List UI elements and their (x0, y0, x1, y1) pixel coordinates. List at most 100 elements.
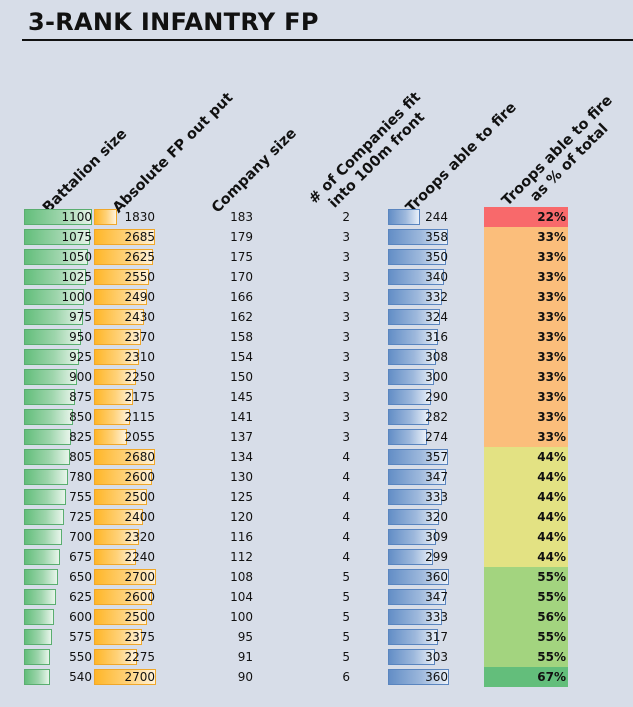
fp-bar (94, 369, 137, 385)
troops-bar (388, 669, 449, 685)
fp-bar (94, 309, 145, 325)
company-size-value: 100 (230, 610, 253, 624)
battalion-bar (24, 209, 92, 225)
fp-value: 2370 (124, 330, 155, 344)
companies-fit-value: 3 (342, 310, 350, 324)
company-size-value: 162 (230, 310, 253, 324)
battalion-value: 1100 (61, 210, 92, 224)
fp-bar (94, 409, 131, 425)
battalion-value: 725 (69, 510, 92, 524)
fp-value: 2175 (124, 390, 155, 404)
fp-value: 2550 (124, 270, 155, 284)
troops-value: 332 (425, 290, 448, 304)
company-size-value: 170 (230, 270, 253, 284)
company-size-value: 90 (237, 670, 253, 684)
troops-value: 300 (425, 370, 448, 384)
battalion-value: 575 (69, 630, 92, 644)
companies-fit-value: 3 (342, 430, 350, 444)
company-size-value: 134 (230, 450, 253, 464)
troops-value: 308 (425, 350, 448, 364)
battalion-bar (24, 649, 51, 665)
pct-cell: 33% (484, 347, 568, 367)
companies-fit-value: 3 (342, 270, 350, 284)
troops-bar (388, 249, 447, 265)
battalion-value: 550 (69, 650, 92, 664)
sheet-title: 3-RANK INFANTRY FP (28, 8, 319, 36)
troops-value: 358 (425, 230, 448, 244)
companies-fit-value: 3 (342, 370, 350, 384)
fp-value: 2685 (124, 230, 155, 244)
troops-bar (388, 289, 442, 305)
fp-value: 2680 (124, 450, 155, 464)
pct-cell: 55% (484, 647, 568, 667)
battalion-bar (24, 489, 66, 505)
troops-value: 360 (425, 670, 448, 684)
companies-fit-value: 5 (342, 570, 350, 584)
troops-value: 360 (425, 570, 448, 584)
troops-bar (388, 569, 449, 585)
fp-bar (94, 529, 140, 545)
battalion-bar (24, 229, 91, 245)
fp-value: 2250 (124, 370, 155, 384)
pct-cell: 44% (484, 467, 568, 487)
company-size-value: 130 (230, 470, 253, 484)
companies-fit-value: 3 (342, 410, 350, 424)
troops-value: 333 (425, 490, 448, 504)
pct-cell: 44% (484, 527, 568, 547)
battalion-value: 875 (69, 390, 92, 404)
fp-bar (94, 629, 142, 645)
battalion-bar (24, 629, 53, 645)
companies-fit-value: 2 (342, 210, 350, 224)
battalion-value: 600 (69, 610, 92, 624)
fp-bar (94, 549, 136, 565)
fp-value: 2400 (124, 510, 155, 524)
companies-fit-value: 4 (342, 550, 350, 564)
fp-value: 2500 (124, 490, 155, 504)
fp-value: 2115 (124, 410, 155, 424)
battalion-value: 1000 (61, 290, 92, 304)
troops-value: 303 (425, 650, 448, 664)
troops-bar (388, 409, 430, 425)
company-size-value: 166 (230, 290, 253, 304)
troops-value: 309 (425, 530, 448, 544)
battalion-bar (24, 449, 70, 465)
company-size-value: 141 (230, 410, 253, 424)
pct-cell: 33% (484, 327, 568, 347)
pct-cell: 55% (484, 587, 568, 607)
troops-value: 357 (425, 450, 448, 464)
troops-bar (388, 589, 446, 605)
fp-value: 2430 (124, 310, 155, 324)
troops-value: 316 (425, 330, 448, 344)
troops-value: 299 (425, 550, 448, 564)
company-size-value: 108 (230, 570, 253, 584)
companies-fit-value: 5 (342, 630, 350, 644)
battalion-bar (24, 569, 58, 585)
fp-bar (94, 589, 152, 605)
pct-cell: 33% (484, 267, 568, 287)
troops-bar (388, 549, 434, 565)
fp-bar (94, 329, 142, 345)
companies-fit-value: 3 (342, 230, 350, 244)
battalion-value: 850 (69, 410, 92, 424)
battalion-bar (24, 469, 68, 485)
troops-bar (388, 449, 449, 465)
battalion-value: 625 (69, 590, 92, 604)
troops-bar (388, 629, 439, 645)
company-size-value: 158 (230, 330, 253, 344)
company-size-value: 145 (230, 390, 253, 404)
battalion-value: 805 (69, 450, 92, 464)
battalion-value: 925 (69, 350, 92, 364)
fp-bar (94, 449, 156, 465)
fp-value: 2600 (124, 470, 155, 484)
troops-bar (388, 489, 443, 505)
troops-value: 290 (425, 390, 448, 404)
battalion-bar (24, 369, 77, 385)
pct-cell: 44% (484, 547, 568, 567)
pct-cell: 33% (484, 407, 568, 427)
company-size-value: 112 (230, 550, 253, 564)
troops-value: 324 (425, 310, 448, 324)
battalion-bar (24, 529, 62, 545)
troops-bar (388, 369, 434, 385)
pct-cell: 33% (484, 247, 568, 267)
